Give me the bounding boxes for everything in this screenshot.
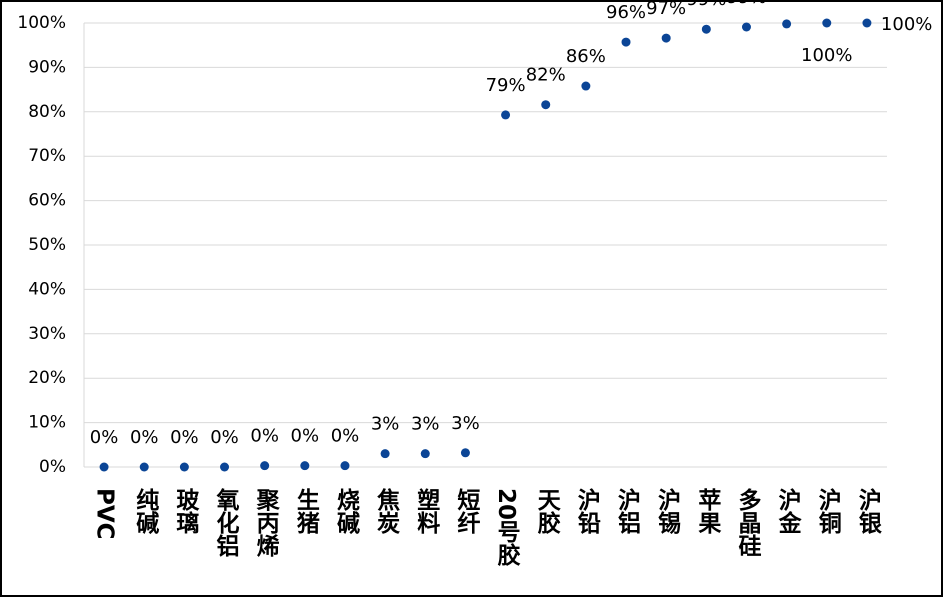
- x-tick-label: 塑料: [413, 488, 441, 534]
- y-tick-label: 60%: [28, 191, 66, 211]
- data-label: 0%: [170, 427, 199, 448]
- x-tick-label: 氧化铝: [212, 487, 241, 558]
- x-tick-label: 短纤: [453, 487, 481, 534]
- y-tick-label: 30%: [28, 324, 66, 344]
- x-tick-label: 烧碱: [332, 488, 360, 535]
- x-tick-label: 沪铅: [573, 487, 601, 535]
- y-tick-label: 40%: [28, 279, 66, 299]
- x-tick-label: 苹果: [694, 488, 722, 534]
- x-tick-label: 多晶硅: [734, 487, 762, 557]
- data-label: 0%: [291, 426, 320, 447]
- data-label: 0%: [210, 427, 239, 448]
- data-label: 3%: [371, 414, 400, 435]
- dot: [460, 448, 470, 458]
- dot: [380, 449, 390, 459]
- x-tick-label: 玻璃: [172, 488, 200, 534]
- dot: [701, 24, 711, 34]
- dot: [741, 22, 751, 32]
- y-tick-label: 0%: [39, 457, 66, 477]
- data-label: 82%: [526, 65, 566, 86]
- x-tick-label: 沪银: [854, 487, 882, 535]
- dot: [139, 462, 149, 472]
- dot: [260, 461, 270, 471]
- x-tick-label: 20号胶: [493, 488, 521, 567]
- data-label: 100%: [761, 0, 812, 5]
- data-label: 100%: [881, 14, 932, 35]
- data-label: 99%: [686, 0, 726, 10]
- x-tick-label: 沪金: [774, 487, 803, 534]
- x-tick-label: 沪锡: [654, 487, 682, 535]
- y-tick-label: 70%: [28, 146, 66, 166]
- y-tick-label: 10%: [28, 413, 66, 433]
- x-tick-label: 焦炭: [373, 487, 401, 535]
- x-tick-label: PVC: [92, 488, 118, 540]
- data-label: 0%: [331, 426, 360, 447]
- x-tick-label: 生猪: [292, 488, 320, 534]
- x-tick-label: 沪铝: [614, 487, 642, 535]
- data-label: 97%: [646, 0, 686, 19]
- dot: [300, 461, 310, 471]
- data-label: 99%: [726, 0, 766, 8]
- dot: [782, 19, 792, 29]
- data-label: 86%: [566, 46, 606, 67]
- data-label: 0%: [90, 427, 119, 448]
- dot: [420, 449, 430, 459]
- dot: [501, 110, 511, 120]
- y-tick-label: 50%: [28, 235, 66, 255]
- dot: [179, 462, 189, 472]
- dot: [340, 461, 350, 471]
- dot: [621, 37, 631, 47]
- data-label: 3%: [451, 413, 480, 434]
- data-label: 96%: [606, 2, 646, 23]
- dot: [99, 462, 109, 472]
- dot: [661, 33, 671, 43]
- x-tick-label: 聚丙烯: [252, 488, 281, 558]
- dot: [862, 18, 872, 28]
- x-tick-label: 纯碱: [132, 487, 160, 535]
- y-tick-label: 20%: [28, 368, 66, 388]
- y-tick-label: 90%: [28, 57, 66, 77]
- y-tick-label: 80%: [28, 102, 66, 122]
- data-label: 3%: [411, 414, 440, 435]
- data-label: 100%: [801, 45, 852, 66]
- dot: [581, 81, 591, 91]
- data-label: 0%: [250, 426, 279, 447]
- x-tick-label: 沪铜: [814, 487, 842, 535]
- x-tick-label: 天胶: [533, 488, 561, 535]
- dot: [220, 462, 230, 472]
- data-label: 0%: [130, 427, 159, 448]
- y-tick-label: 100%: [17, 13, 66, 33]
- dot: [822, 18, 832, 28]
- data-label: 79%: [486, 75, 526, 96]
- dot: [541, 100, 551, 110]
